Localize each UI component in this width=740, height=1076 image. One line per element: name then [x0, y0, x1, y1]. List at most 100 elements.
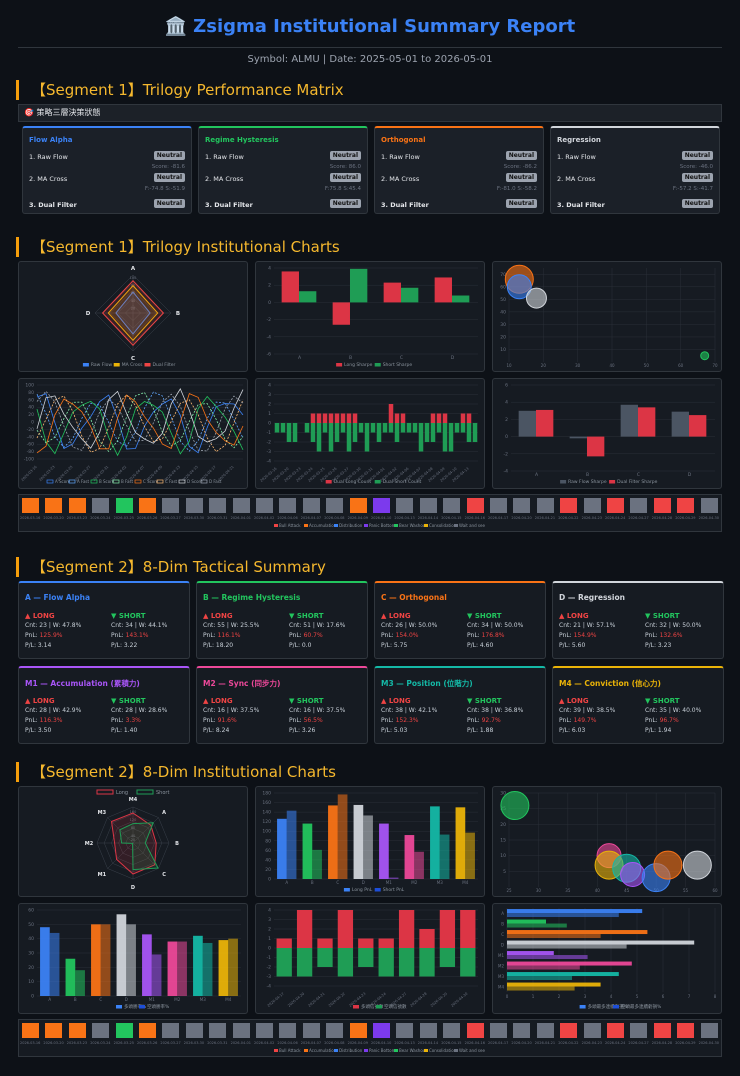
bar — [151, 954, 162, 996]
short-pnl-row: PnL: 96.7% — [645, 717, 679, 724]
bar — [310, 413, 316, 423]
matrix-card-title: Orthogonal — [381, 136, 426, 144]
regime-cell — [419, 498, 437, 513]
regime-date: 2026-04-23 — [581, 516, 602, 520]
regime-cell — [466, 498, 484, 513]
regime-cell — [513, 498, 531, 513]
matrix-header: 🎯 策略三層決策狀態 — [18, 104, 722, 122]
bar — [100, 924, 111, 996]
matrix-row: 1. Raw Flow Neutral — [557, 151, 713, 161]
bubble — [620, 861, 646, 887]
legend-label: Long Sharpe — [344, 362, 372, 368]
y-tick-label: 1 — [268, 411, 271, 417]
dim-card-title: M4 — Conviction (信心力) — [559, 679, 661, 688]
bar — [414, 851, 424, 879]
matrix-card: Regime Hysteresis 1. Raw Flow Neutral 2. MA… — [198, 126, 368, 214]
chart-bubble-8dim: 302520151052530354045505560 — [492, 786, 722, 897]
bar — [65, 958, 76, 996]
x-tick-label: 7 — [688, 994, 691, 999]
legend-label: A Score — [55, 479, 71, 484]
long-label: ▲ LONG — [25, 612, 55, 620]
matrix-row: 3. Dual Filter Neutral — [557, 199, 713, 209]
regime-cell — [22, 1023, 39, 1038]
radar-axis-label: B — [176, 311, 180, 317]
title-divider — [18, 47, 722, 48]
regime-cell — [536, 1023, 554, 1038]
short-pl: P/L: 3.26 — [289, 727, 316, 734]
radar-tick: 80 — [131, 826, 135, 830]
x-tick-label: D — [451, 355, 455, 361]
radar-series — [107, 284, 159, 342]
regime-cell — [326, 1023, 344, 1038]
short-count: Cnt: 16 | W: 37.5% — [289, 707, 346, 714]
long-count: Cnt: 23 | W: 47.8% — [25, 622, 82, 629]
short-pnl-row: PnL: 132.6% — [645, 632, 683, 639]
y-tick-label: -6 — [267, 352, 272, 358]
short-stats: ▼ SHORT Cnt: 34 | W: 50.0% PnL: 176.8% P/L:… — [467, 611, 523, 651]
x-tick-label: M4 — [225, 997, 231, 1002]
regime-date: 2026-03-30 — [183, 516, 205, 520]
short-pnl: 176.8% — [481, 632, 505, 639]
bar — [358, 938, 374, 948]
legend-swatch — [68, 479, 76, 484]
y-tick-label: 4 — [505, 400, 508, 406]
long-label: ▲ LONG — [381, 697, 411, 705]
y-tick-label: 60 — [28, 908, 34, 914]
x-tick-label: 45 — [624, 888, 630, 893]
chart-loss-hbars: 0 1 2 3 4 5 6 7 8 A B C D M1 M2 M3 M4 多頭最多連續虧損% 空頭最多連續虧損% — [492, 903, 722, 1014]
long-stats: ▲ LONG Cnt: 28 | W: 42.9% PnL: 116.3% P/L: … — [25, 696, 81, 736]
long-label: ▲ LONG — [203, 612, 233, 620]
legend-swatch — [304, 524, 308, 527]
legend-label: Consolidation — [429, 523, 457, 528]
dim-card-title: C — Orthogonal — [381, 593, 447, 602]
regime-date: 2026-03-20 — [43, 516, 64, 520]
legend-label: Dual Filter — [153, 362, 176, 368]
legend-swatch — [454, 1049, 458, 1052]
y-tick-label: D — [501, 942, 504, 947]
regime-date: 2026-04-22 — [558, 1041, 579, 1045]
bar — [412, 423, 418, 433]
x-tick-label: 60 — [678, 363, 684, 368]
x-tick-label: 2026-04-30 — [450, 992, 468, 1008]
bar — [406, 423, 412, 433]
bar — [382, 423, 388, 433]
bar — [352, 413, 358, 423]
regime-cell — [326, 498, 344, 513]
radar-axis-label: M2 — [85, 841, 94, 847]
long-pl: P/L: 5.75 — [381, 642, 408, 649]
regime-date: 2026-04-24 — [605, 1041, 626, 1045]
short-pl: P/L: 4.60 — [467, 642, 494, 649]
status-badge: Neutral — [153, 199, 185, 208]
matrix-row: 3. Dual Filter Neutral — [29, 199, 185, 209]
matrix-card: Regression 1. Raw Flow Neutral 2. MA Cross N… — [550, 126, 720, 214]
y-tick-label: 0 — [268, 300, 271, 306]
radar-axis-label: M1 — [98, 872, 107, 878]
bar — [340, 413, 346, 423]
bar — [358, 423, 364, 433]
short-pl: P/L: 1.40 — [111, 727, 138, 734]
bar — [364, 423, 370, 452]
regime-date: 2026-04-21 — [534, 1041, 556, 1045]
long-stats: ▲ LONG Cnt: 39 | W: 38.5% PnL: 149.7% P/L: … — [559, 696, 615, 736]
bar — [126, 924, 136, 996]
regime-date: 2026-04-15 — [441, 1041, 462, 1045]
long-label: ▲ LONG — [559, 697, 589, 705]
long-label: ▲ LONG — [559, 612, 589, 620]
y-tick-label: -40 — [27, 434, 34, 440]
short-pnl: 143.1% — [125, 632, 149, 639]
long-count: Cnt: 21 | W: 57.1% — [559, 622, 616, 629]
radar-series — [115, 291, 151, 335]
regime-cell — [677, 498, 695, 513]
radar-axis-label: C — [131, 356, 135, 362]
x-tick-label: 1 — [532, 994, 535, 999]
x-tick-label: C — [336, 880, 339, 885]
long-pnl: 152.3% — [395, 717, 419, 724]
long-stats: ▲ LONG Cnt: 23 | W: 47.8% PnL: 125.9% P/L: … — [25, 611, 81, 651]
x-tick-label: A — [285, 880, 288, 885]
matrix-fs: F:-74.8 S:-51.9 — [144, 186, 185, 192]
bar — [688, 415, 707, 437]
legend-swatch — [364, 1049, 368, 1052]
series-line — [36, 392, 244, 453]
bar — [507, 982, 601, 987]
matrix-fs: F:-57.2 S:-41.7 — [672, 186, 713, 192]
